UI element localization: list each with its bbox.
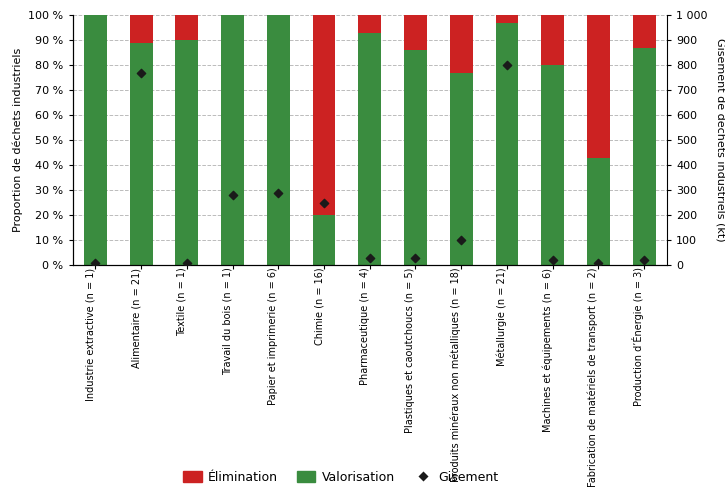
Bar (267, 15, 290, 265)
Text: Fabrication de matériels de transport (n = 2): Fabrication de matériels de transport (n… (588, 268, 598, 487)
Text: Pharmaceutique (n = 4): Pharmaceutique (n = 4) (360, 268, 370, 386)
Text: Plastiques et caoutchoucs (n = 5): Plastiques et caoutchoucs (n = 5) (405, 268, 415, 433)
Bar (175, 40, 198, 265)
Y-axis label: Gisement de déchets industriels (kt): Gisement de déchets industriels (kt) (714, 38, 724, 242)
Point (364, 254, 376, 262)
Bar (358, 32, 381, 265)
Bar (542, 15, 564, 65)
Point (181, 258, 193, 266)
Point (638, 256, 650, 264)
Bar (450, 15, 473, 72)
Text: Textile (n = 1): Textile (n = 1) (177, 268, 187, 336)
Text: Métallurgie (n = 21): Métallurgie (n = 21) (497, 268, 507, 366)
Bar (587, 158, 610, 265)
Text: Produits minéraux non métalliques (n = 18): Produits minéraux non métalliques (n = 1… (451, 268, 461, 482)
Bar (221, 15, 244, 265)
Point (455, 236, 467, 244)
Y-axis label: Proportion de déchets industriels: Proportion de déchets industriels (12, 48, 22, 232)
Legend: Élimination, Valorisation, Gisement: Élimination, Valorisation, Gisement (178, 466, 504, 489)
Bar (404, 50, 427, 265)
Text: Industrie extractive (n = 1): Industrie extractive (n = 1) (86, 268, 96, 400)
Point (90, 258, 102, 266)
Point (273, 188, 284, 196)
Text: Chimie (n = 16): Chimie (n = 16) (314, 268, 324, 345)
Bar (542, 65, 564, 265)
Point (410, 254, 421, 262)
Point (592, 258, 604, 266)
Bar (587, 15, 610, 158)
Bar (130, 15, 152, 42)
Point (318, 198, 330, 206)
Bar (633, 15, 655, 48)
Bar (84, 15, 107, 265)
Point (501, 61, 513, 69)
Bar (358, 15, 381, 32)
Text: Alimentaire (n = 21): Alimentaire (n = 21) (131, 268, 141, 368)
Bar (633, 48, 655, 265)
Bar (495, 15, 518, 22)
Text: Machines et équipements (n = 6): Machines et équipements (n = 6) (542, 268, 552, 432)
Text: Travail du bois (n = 1): Travail du bois (n = 1) (223, 268, 233, 376)
Bar (130, 42, 152, 265)
Point (547, 256, 558, 264)
Bar (312, 15, 336, 215)
Text: Production d’Énergie (n = 3): Production d’Énergie (n = 3) (632, 268, 644, 406)
Bar (495, 22, 518, 265)
Point (227, 191, 239, 199)
Text: Papier et imprimerie (n = 6): Papier et imprimerie (n = 6) (268, 268, 278, 405)
Bar (175, 15, 198, 40)
Point (136, 68, 147, 76)
Bar (404, 15, 427, 50)
Bar (312, 215, 336, 265)
Bar (450, 72, 473, 265)
